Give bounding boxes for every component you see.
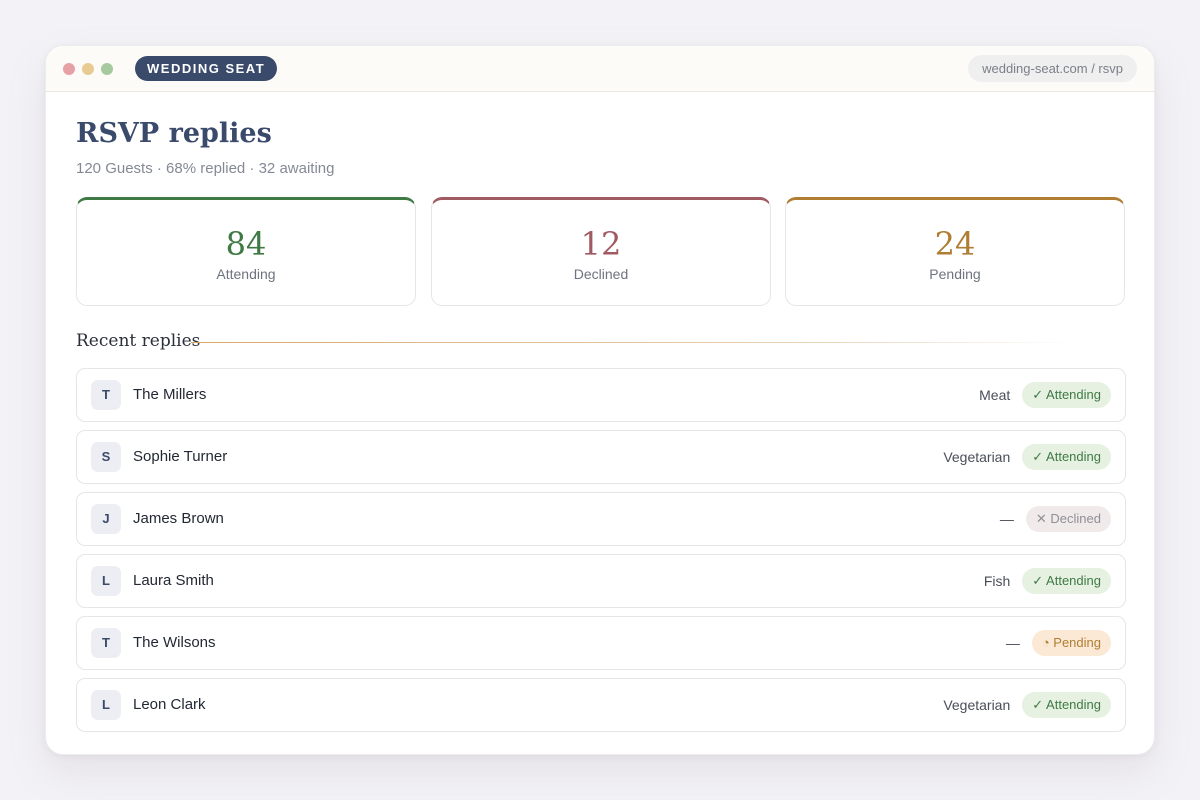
meal-choice: — <box>1005 635 1020 651</box>
guest-name: The Millers <box>133 386 207 403</box>
meal-choice: — <box>999 511 1014 527</box>
reply-row[interactable]: S Sophie Turner Vegetarian ✓ Attending <box>76 430 1126 484</box>
replies-list: T The Millers Meat ✓ Attending S Sophie … <box>76 368 1126 740</box>
maximize-window-button[interactable] <box>101 63 113 75</box>
reply-row[interactable]: J James Brown — ✕ Declined <box>76 492 1126 546</box>
reply-row[interactable]: T The Wilsons — ◔ Pending <box>76 616 1126 670</box>
guest-name: Sophie Turner <box>133 448 228 465</box>
status-badge: ✓ Attending <box>1022 444 1111 470</box>
guest-name: James Brown <box>133 510 224 527</box>
avatar: T <box>91 380 121 410</box>
guest-name: Leon Clark <box>133 696 206 713</box>
guest-name: The Wilsons <box>133 634 216 651</box>
declined-stat-card: 12 Declined <box>431 197 771 306</box>
url-bar[interactable]: wedding-seat.com / rsvp <box>968 55 1137 82</box>
attending-count: 84 <box>225 225 267 263</box>
pending-label: Pending <box>929 266 981 282</box>
avatar: T <box>91 628 121 658</box>
avatar: S <box>91 442 121 472</box>
page-subtitle: 120 Guests · 68% replied · 32 awaiting <box>76 160 335 177</box>
status-badge: ✓ Attending <box>1022 382 1111 408</box>
meal-choice: Meat <box>979 387 1011 403</box>
declined-count: 12 <box>580 225 622 263</box>
attending-label: Attending <box>216 266 276 282</box>
reply-row[interactable]: L Laura Smith Fish ✓ Attending <box>76 554 1126 608</box>
avatar: J <box>91 504 121 534</box>
declined-label: Declined <box>573 266 629 282</box>
reply-row[interactable]: T The Millers Meat ✓ Attending <box>76 368 1126 422</box>
pending-stat-card: 24 Pending <box>785 197 1125 306</box>
app-window: WEDDING SEAT wedding-seat.com / rsvp RSV… <box>45 45 1155 755</box>
brand-badge: WEDDING SEAT <box>135 56 278 81</box>
status-badge: ✓ Attending <box>1022 568 1111 594</box>
status-badge: ✓ Attending <box>1022 692 1111 718</box>
section-divider <box>191 342 1074 343</box>
meal-choice: Vegetarian <box>943 697 1011 713</box>
page-title: RSVP replies <box>76 118 272 149</box>
section-title: Recent replies <box>76 331 201 351</box>
status-badge: ◔ Pending <box>1031 630 1111 656</box>
avatar: L <box>91 566 121 596</box>
guest-name: Laura Smith <box>133 572 214 589</box>
reply-row[interactable]: L Leon Clark Vegetarian ✓ Attending <box>76 678 1126 732</box>
pending-count: 24 <box>934 225 976 263</box>
meal-choice: Fish <box>983 573 1011 589</box>
minimize-window-button[interactable] <box>82 63 94 75</box>
meal-choice: Vegetarian <box>943 449 1011 465</box>
title-bar: WEDDING SEAT wedding-seat.com / rsvp <box>46 46 1154 92</box>
close-window-button[interactable] <box>63 63 75 75</box>
attending-stat-card: 84 Attending <box>76 197 416 306</box>
status-badge: ✕ Declined <box>1025 506 1111 532</box>
avatar: L <box>91 690 121 720</box>
